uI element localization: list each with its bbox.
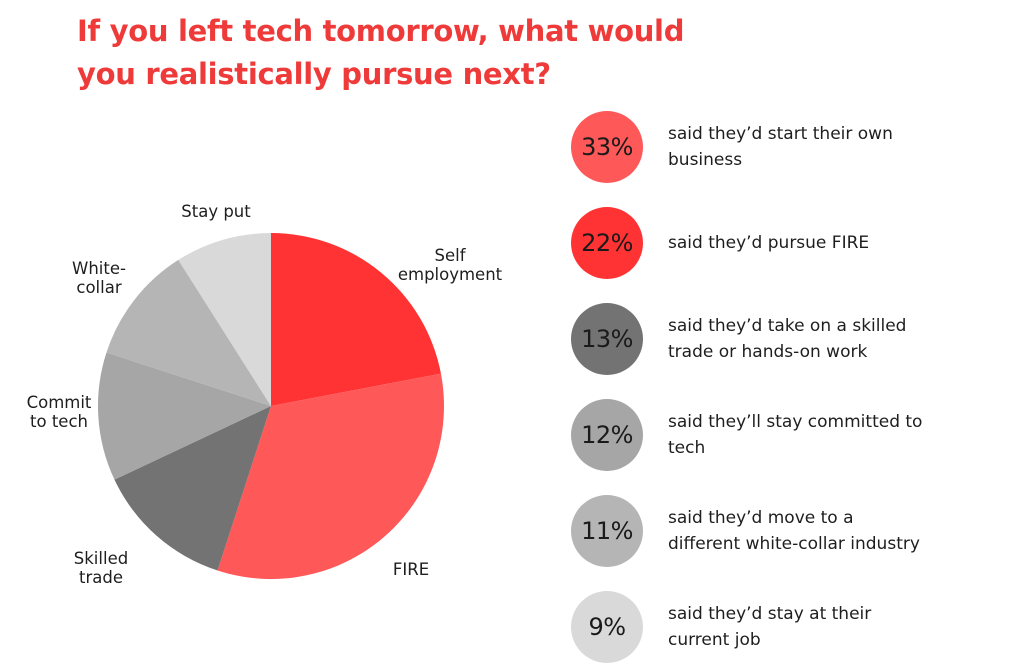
stat-percent-badge: 11%	[571, 495, 643, 567]
pie-label-line: Skilled	[74, 549, 128, 568]
stat-percent-badge: 12%	[571, 399, 643, 471]
pie-slice-self-employment	[271, 233, 441, 406]
stat-description-line: said they’d pursue FIRE	[668, 233, 870, 253]
pie-label-stay-put: Stay put	[181, 202, 251, 221]
stat-description-line: trade or hands-on work	[668, 342, 868, 362]
stat-row: 13% said they’d take on a skilled trade or…	[571, 303, 1011, 375]
stat-description-line: different white-collar industry	[668, 534, 920, 554]
pie-label-line: White-	[72, 259, 126, 278]
stat-description-line: tech	[668, 438, 706, 458]
stat-description: said they’d pursue FIRE	[668, 230, 998, 256]
stat-row: 33% said they’d start their own business	[571, 111, 1011, 183]
stat-description-line: said they’d start their own	[668, 124, 893, 144]
stat-percent-badge: 13%	[571, 303, 643, 375]
stat-row: 22% said they’d pursue FIRE	[571, 207, 1011, 279]
pie-label-skilled-trade: Skilled trade	[74, 549, 128, 587]
stat-description-line: current job	[668, 630, 761, 650]
pie-label-fire: FIRE	[393, 560, 429, 579]
title-line-2: you realistically pursue next?	[77, 57, 551, 91]
pie-slice-white-collar	[106, 259, 271, 406]
stat-description-line: said they’d take on a skilled	[668, 316, 907, 336]
stat-percent-badge: 9%	[571, 591, 643, 663]
pie-label-commit-to-tech: Commit to tech	[27, 393, 92, 431]
stat-description-line: said they’d move to a	[668, 508, 854, 528]
pie-label-line: to tech	[30, 412, 88, 431]
pie-label-line: Self	[434, 246, 466, 265]
pie-slice-fire	[217, 373, 444, 579]
pie-label-self-employment: Self employment	[398, 246, 503, 284]
pie-label-line: employment	[398, 265, 503, 284]
stat-description: said they’d start their own business	[668, 121, 998, 173]
stat-percent-badge: 22%	[571, 207, 643, 279]
stat-description: said they’d move to a different white-col…	[668, 505, 998, 557]
pie-label-line: Commit	[27, 393, 92, 412]
pie-slice-skilled-trade	[114, 406, 271, 571]
stat-description: said they’d take on a skilled trade or ha…	[668, 313, 998, 365]
title-line-1: If you left tech tomorrow, what would	[77, 14, 685, 48]
pie-label-white-collar: White-collar	[72, 259, 126, 297]
stat-row: 12% said they’ll stay committed to tech	[571, 399, 1011, 471]
pie-label-line: collar	[76, 278, 121, 297]
stat-row: 11% said they’d move to a different white-…	[571, 495, 1011, 567]
stat-description-line: said they’ll stay committed to	[668, 412, 923, 432]
stat-description: said they’ll stay committed to tech	[668, 409, 998, 461]
stat-percent-badge: 33%	[571, 111, 643, 183]
stat-description-line: said they’d stay at their	[668, 604, 872, 624]
pie-label-line: FIRE	[393, 560, 429, 579]
chart-title: If you left tech tomorrow, what would yo…	[77, 10, 717, 96]
pie-slice-stay-put	[178, 233, 271, 406]
pie-slice-commit-to-tech	[97, 352, 271, 480]
stat-row: 9% said they’d stay at their current job	[571, 591, 1011, 663]
pie-label-line: Stay put	[181, 202, 251, 221]
stat-description-line: business	[668, 150, 743, 170]
pie-chart: Self employment FIRE Skilled trade Commit to t…	[27, 202, 503, 587]
stat-description: said they’d stay at their current job	[668, 601, 998, 653]
pie-label-line: trade	[79, 568, 123, 587]
